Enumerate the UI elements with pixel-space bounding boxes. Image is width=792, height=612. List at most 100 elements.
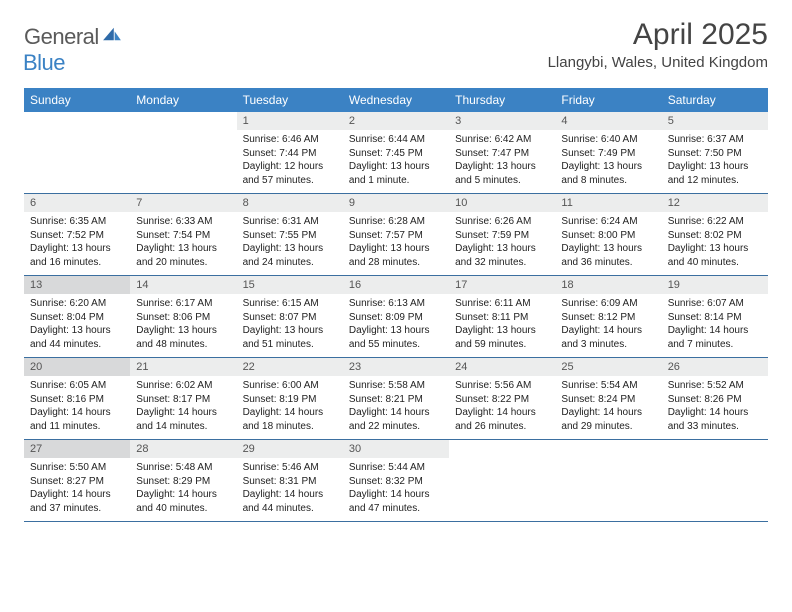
day-body: Sunrise: 5:54 AMSunset: 8:24 PMDaylight:… <box>555 376 661 439</box>
daylight-text: Daylight: 13 hours and 20 minutes. <box>136 242 230 269</box>
daylight-text: Daylight: 14 hours and 22 minutes. <box>349 406 443 433</box>
day-cell: 15Sunrise: 6:15 AMSunset: 8:07 PMDayligh… <box>237 276 343 357</box>
sunrise-text: Sunrise: 6:46 AM <box>243 133 337 147</box>
day-number: 18 <box>555 276 661 294</box>
sunrise-text: Sunrise: 5:54 AM <box>561 379 655 393</box>
day-body: Sunrise: 6:26 AMSunset: 7:59 PMDaylight:… <box>449 212 555 275</box>
week-row: 6Sunrise: 6:35 AMSunset: 7:52 PMDaylight… <box>24 194 768 276</box>
sunset-text: Sunset: 8:32 PM <box>349 475 443 489</box>
day-body: Sunrise: 6:37 AMSunset: 7:50 PMDaylight:… <box>662 130 768 193</box>
day-cell: 30Sunrise: 5:44 AMSunset: 8:32 PMDayligh… <box>343 440 449 521</box>
day-cell: 4Sunrise: 6:40 AMSunset: 7:49 PMDaylight… <box>555 112 661 193</box>
day-body: Sunrise: 6:44 AMSunset: 7:45 PMDaylight:… <box>343 130 449 193</box>
daylight-text: Daylight: 14 hours and 26 minutes. <box>455 406 549 433</box>
day-body: Sunrise: 6:22 AMSunset: 8:02 PMDaylight:… <box>662 212 768 275</box>
day-cell-empty <box>555 440 661 521</box>
sunrise-text: Sunrise: 5:48 AM <box>136 461 230 475</box>
day-cell: 1Sunrise: 6:46 AMSunset: 7:44 PMDaylight… <box>237 112 343 193</box>
sunrise-text: Sunrise: 6:05 AM <box>30 379 124 393</box>
day-number: 15 <box>237 276 343 294</box>
sunrise-text: Sunrise: 6:35 AM <box>30 215 124 229</box>
sunrise-text: Sunrise: 5:52 AM <box>668 379 762 393</box>
day-body: Sunrise: 5:44 AMSunset: 8:32 PMDaylight:… <box>343 458 449 521</box>
sunset-text: Sunset: 8:26 PM <box>668 393 762 407</box>
day-body: Sunrise: 6:11 AMSunset: 8:11 PMDaylight:… <box>449 294 555 357</box>
day-number: 17 <box>449 276 555 294</box>
logo-blue: Blue <box>23 50 65 75</box>
day-cell: 28Sunrise: 5:48 AMSunset: 8:29 PMDayligh… <box>130 440 236 521</box>
sunset-text: Sunset: 8:11 PM <box>455 311 549 325</box>
weekday-header-cell: Monday <box>130 88 236 112</box>
sunrise-text: Sunrise: 5:56 AM <box>455 379 549 393</box>
sunrise-text: Sunrise: 6:15 AM <box>243 297 337 311</box>
week-row: 20Sunrise: 6:05 AMSunset: 8:16 PMDayligh… <box>24 358 768 440</box>
day-cell: 5Sunrise: 6:37 AMSunset: 7:50 PMDaylight… <box>662 112 768 193</box>
daylight-text: Daylight: 14 hours and 11 minutes. <box>30 406 124 433</box>
day-number: 20 <box>24 358 130 376</box>
sunrise-text: Sunrise: 6:00 AM <box>243 379 337 393</box>
sunset-text: Sunset: 8:14 PM <box>668 311 762 325</box>
day-number: 27 <box>24 440 130 458</box>
sunset-text: Sunset: 7:44 PM <box>243 147 337 161</box>
sunrise-text: Sunrise: 6:37 AM <box>668 133 762 147</box>
sunset-text: Sunset: 8:00 PM <box>561 229 655 243</box>
day-body: Sunrise: 6:13 AMSunset: 8:09 PMDaylight:… <box>343 294 449 357</box>
sunrise-text: Sunrise: 5:46 AM <box>243 461 337 475</box>
weekday-header-cell: Sunday <box>24 88 130 112</box>
daylight-text: Daylight: 14 hours and 14 minutes. <box>136 406 230 433</box>
day-number: 2 <box>343 112 449 130</box>
day-cell: 26Sunrise: 5:52 AMSunset: 8:26 PMDayligh… <box>662 358 768 439</box>
daylight-text: Daylight: 13 hours and 40 minutes. <box>668 242 762 269</box>
daylight-text: Daylight: 14 hours and 29 minutes. <box>561 406 655 433</box>
day-body: Sunrise: 6:15 AMSunset: 8:07 PMDaylight:… <box>237 294 343 357</box>
daylight-text: Daylight: 14 hours and 37 minutes. <box>30 488 124 515</box>
day-cell: 24Sunrise: 5:56 AMSunset: 8:22 PMDayligh… <box>449 358 555 439</box>
day-cell: 6Sunrise: 6:35 AMSunset: 7:52 PMDaylight… <box>24 194 130 275</box>
day-body: Sunrise: 6:33 AMSunset: 7:54 PMDaylight:… <box>130 212 236 275</box>
day-body: Sunrise: 6:24 AMSunset: 8:00 PMDaylight:… <box>555 212 661 275</box>
daylight-text: Daylight: 13 hours and 44 minutes. <box>30 324 124 351</box>
daylight-text: Daylight: 13 hours and 59 minutes. <box>455 324 549 351</box>
sunset-text: Sunset: 8:09 PM <box>349 311 443 325</box>
daylight-text: Daylight: 13 hours and 16 minutes. <box>30 242 124 269</box>
weekday-header-cell: Saturday <box>662 88 768 112</box>
sunset-text: Sunset: 7:59 PM <box>455 229 549 243</box>
day-cell: 10Sunrise: 6:26 AMSunset: 7:59 PMDayligh… <box>449 194 555 275</box>
day-number: 21 <box>130 358 236 376</box>
daylight-text: Daylight: 13 hours and 36 minutes. <box>561 242 655 269</box>
sunset-text: Sunset: 8:12 PM <box>561 311 655 325</box>
daylight-text: Daylight: 14 hours and 18 minutes. <box>243 406 337 433</box>
weekday-header-cell: Thursday <box>449 88 555 112</box>
sunrise-text: Sunrise: 5:44 AM <box>349 461 443 475</box>
week-row: 27Sunrise: 5:50 AMSunset: 8:27 PMDayligh… <box>24 440 768 522</box>
daylight-text: Daylight: 14 hours and 7 minutes. <box>668 324 762 351</box>
day-number: 11 <box>555 194 661 212</box>
day-body: Sunrise: 6:17 AMSunset: 8:06 PMDaylight:… <box>130 294 236 357</box>
day-body: Sunrise: 5:48 AMSunset: 8:29 PMDaylight:… <box>130 458 236 521</box>
sunrise-text: Sunrise: 6:20 AM <box>30 297 124 311</box>
day-cell: 2Sunrise: 6:44 AMSunset: 7:45 PMDaylight… <box>343 112 449 193</box>
day-cell: 16Sunrise: 6:13 AMSunset: 8:09 PMDayligh… <box>343 276 449 357</box>
page-header: General Blue April 2025 Llangybi, Wales,… <box>24 18 768 76</box>
day-body: Sunrise: 5:56 AMSunset: 8:22 PMDaylight:… <box>449 376 555 439</box>
day-body: Sunrise: 6:42 AMSunset: 7:47 PMDaylight:… <box>449 130 555 193</box>
day-cell: 17Sunrise: 6:11 AMSunset: 8:11 PMDayligh… <box>449 276 555 357</box>
day-number: 13 <box>24 276 130 294</box>
sunset-text: Sunset: 8:22 PM <box>455 393 549 407</box>
day-number: 8 <box>237 194 343 212</box>
sunset-text: Sunset: 7:45 PM <box>349 147 443 161</box>
daylight-text: Daylight: 14 hours and 33 minutes. <box>668 406 762 433</box>
day-number: 19 <box>662 276 768 294</box>
logo-general: General <box>24 24 99 49</box>
sunset-text: Sunset: 8:07 PM <box>243 311 337 325</box>
sunset-text: Sunset: 8:21 PM <box>349 393 443 407</box>
logo-text: General Blue <box>24 24 123 76</box>
daylight-text: Daylight: 14 hours and 3 minutes. <box>561 324 655 351</box>
day-body: Sunrise: 6:07 AMSunset: 8:14 PMDaylight:… <box>662 294 768 357</box>
day-cell: 25Sunrise: 5:54 AMSunset: 8:24 PMDayligh… <box>555 358 661 439</box>
day-cell: 27Sunrise: 5:50 AMSunset: 8:27 PMDayligh… <box>24 440 130 521</box>
sunrise-text: Sunrise: 6:31 AM <box>243 215 337 229</box>
day-body: Sunrise: 6:28 AMSunset: 7:57 PMDaylight:… <box>343 212 449 275</box>
day-cell: 14Sunrise: 6:17 AMSunset: 8:06 PMDayligh… <box>130 276 236 357</box>
daylight-text: Daylight: 14 hours and 44 minutes. <box>243 488 337 515</box>
